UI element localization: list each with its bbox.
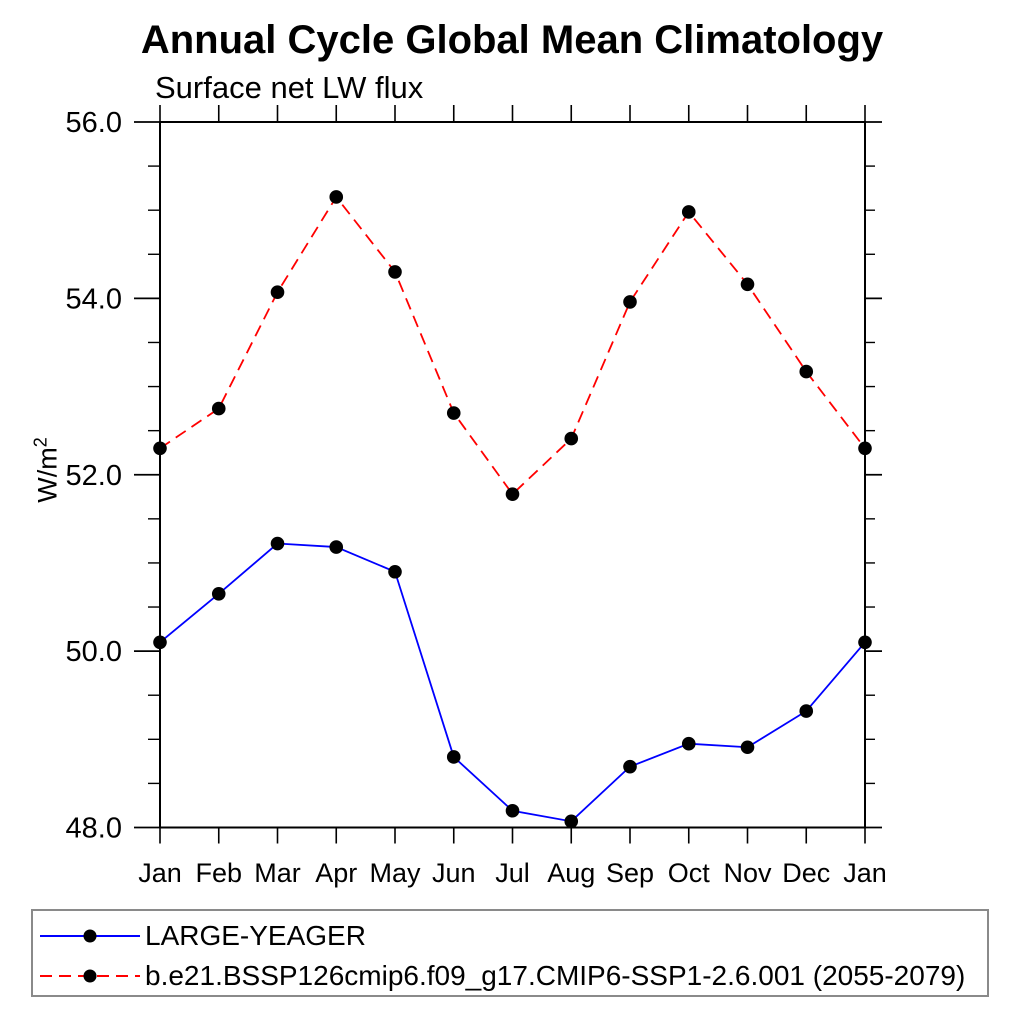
legend-marker-dot-icon [83,969,97,983]
data-point-marker [329,190,344,204]
series-line-1 [159,195,866,496]
x-tick-label: May [369,858,421,888]
data-point-marker [740,740,755,755]
data-point-marker [564,431,579,446]
x-tick-label: Jan [138,858,182,888]
chart-title: Annual Cycle Global Mean Climatology [140,18,884,62]
data-point-marker [153,441,167,456]
plot-frame [159,121,866,829]
y-axis: 48.0 50.0 52.0 54.0 56.0 [66,107,882,845]
data-point-marker [446,406,461,420]
series-1 [153,190,872,501]
x-tick-label: Nov [723,858,772,888]
series-line-0 [159,542,866,823]
legend-marker-dot-icon [83,929,97,943]
data-point-marker [623,759,637,774]
x-axis: Jan Feb Mar Apr May Jun Jul Aug Sep Oct Nov Dec Jan [138,105,887,888]
data-point-marker [799,704,814,718]
x-tick-label: Jul [495,858,530,888]
x-tick-label: Oct [668,858,711,888]
chart-subtitle: Surface net LW flux [155,70,424,105]
data-point-marker [446,750,461,764]
legend-box: LARGE-YEAGER b.e21.BSSP126cmip6.f09_g17.… [31,909,989,997]
plot-area: Jan Feb Mar Apr May Jun Jul Aug Sep Oct Nov Dec Jan 4… [66,105,887,888]
legend-line-sample [40,969,140,983]
legend-line-sample [40,929,140,943]
y-tick-label: 56.0 [66,107,122,139]
data-point-marker [270,285,285,300]
y-tick-label: 50.0 [66,636,122,668]
data-point-marker [623,295,637,309]
data-point-marker [388,564,402,579]
data-point-marker [858,635,872,650]
x-tick-label: Feb [195,858,242,888]
legend-label: LARGE-YEAGER [145,920,366,951]
x-tick-label: Jun [432,858,476,888]
data-point-marker [564,814,579,829]
y-tick-label: 54.0 [66,283,122,315]
x-tick-label: Jan [843,858,887,888]
legend-row: b.e21.BSSP126cmip6.f09_g17.CMIP6-SSP1-2.… [40,956,987,996]
data-point-marker [270,536,285,551]
data-point-marker [681,205,696,219]
data-point-marker [388,265,402,279]
data-point-marker [153,635,167,650]
x-tick-label: Dec [782,858,830,888]
data-point-marker [858,441,872,456]
x-tick-label: Apr [315,858,357,888]
series-0 [153,536,872,829]
data-point-marker [505,487,520,501]
y-tick-label: 48.0 [66,813,122,845]
data-point-marker [211,401,226,416]
data-point-marker [211,587,226,601]
data-point-marker [799,364,814,379]
x-tick-label: Aug [547,858,595,888]
x-tick-label: Sep [606,858,654,888]
data-point-marker [505,803,520,818]
data-point-marker [740,277,755,292]
legend-label: b.e21.BSSP126cmip6.f09_g17.CMIP6-SSP1-2.… [145,960,966,991]
data-point-marker [329,540,344,554]
y-tick-label: 52.0 [66,460,122,492]
x-tick-label: Mar [254,858,301,888]
legend-row: LARGE-YEAGER [40,916,987,956]
data-point-marker [681,736,696,751]
